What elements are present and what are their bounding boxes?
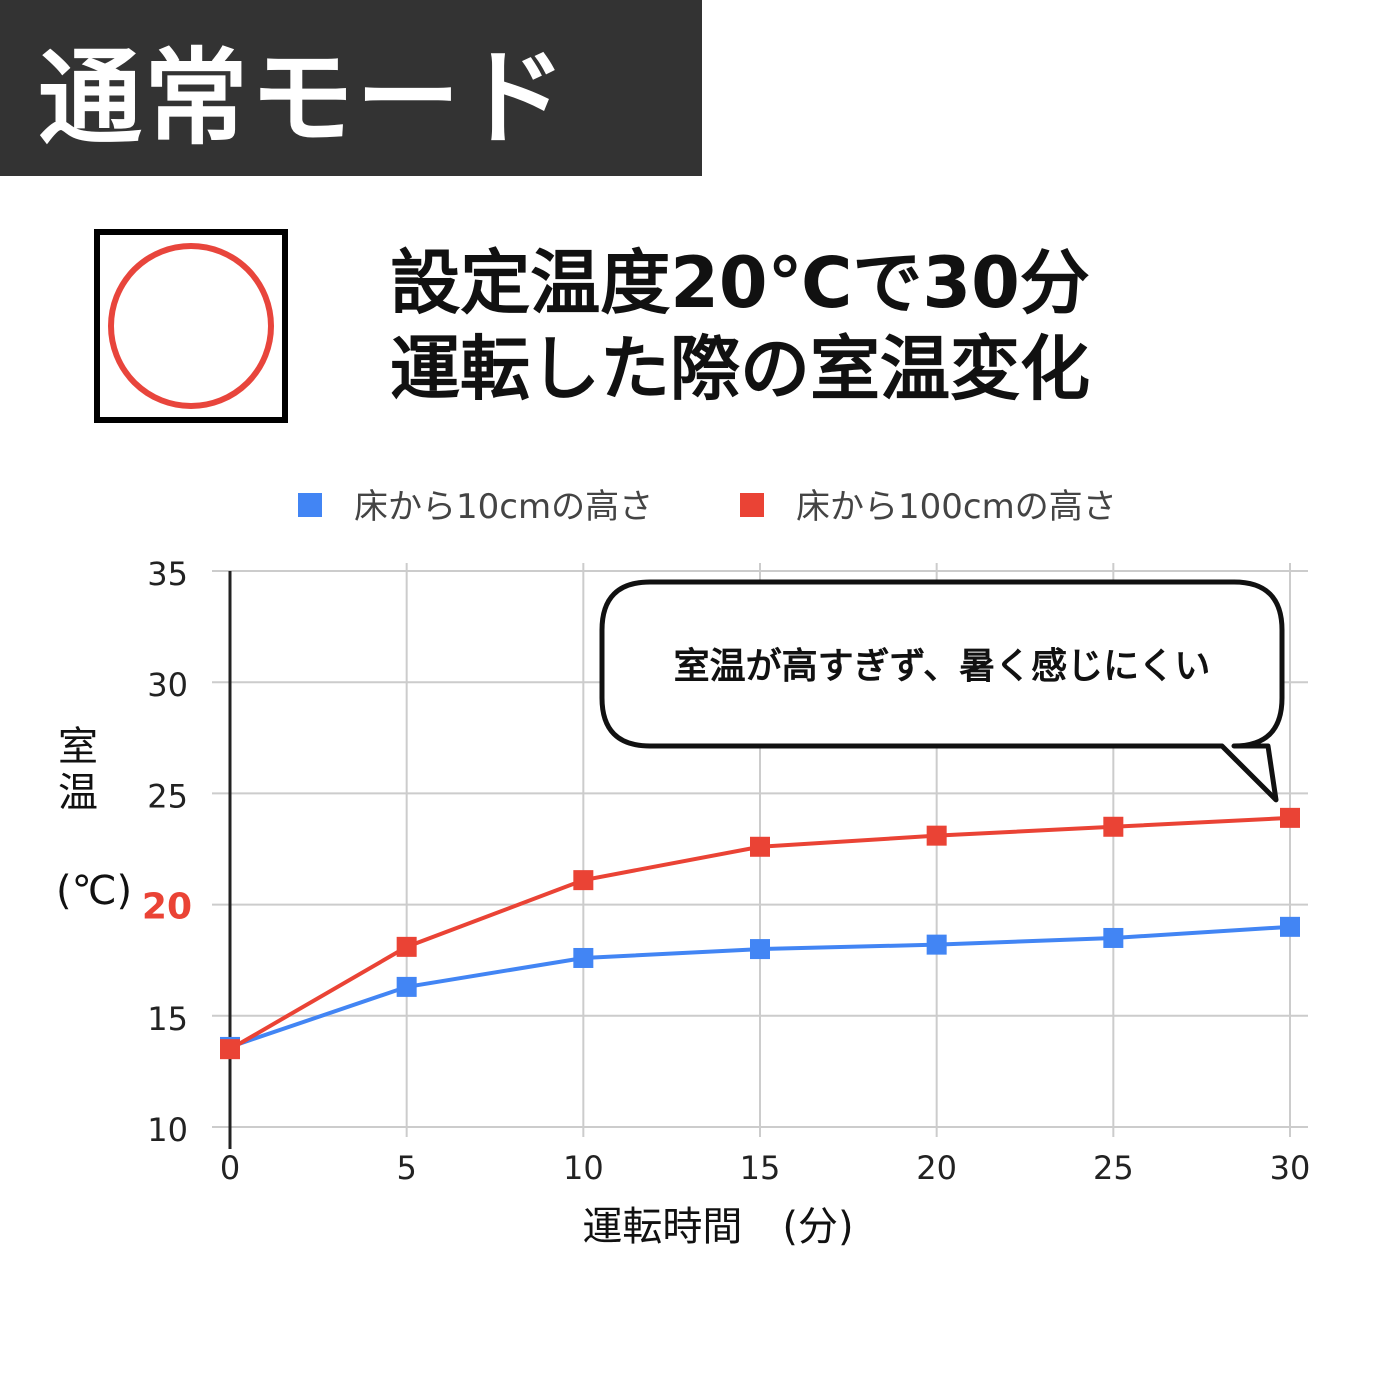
x-axis-label: 運転時間 (分) (582, 1204, 853, 1250)
legend-label: 床から100cmの高さ (796, 487, 1117, 527)
data-point-marker (1280, 916, 1300, 937)
legend-swatch (740, 493, 764, 517)
data-point-marker (926, 825, 947, 846)
data-point-marker (573, 870, 594, 891)
headline: 設定温度20℃で30分 運転した際の室温変化 (330, 240, 1150, 412)
y-tick-label: 20 (142, 887, 192, 928)
data-point-marker (1103, 927, 1124, 948)
data-point-marker (1280, 807, 1300, 828)
y-tick-label: 25 (147, 777, 188, 815)
y-tick-label: 15 (147, 1000, 188, 1038)
x-tick-label: 30 (1270, 1149, 1311, 1187)
y-axis-label-char: 室 (58, 724, 98, 770)
y-tick-label: 10 (147, 1111, 188, 1149)
evaluation-mark-box (94, 229, 288, 423)
mode-banner: 通常モード (0, 0, 702, 176)
x-tick-label: 15 (740, 1149, 781, 1187)
legend-label: 床から10cmの高さ (354, 487, 653, 527)
annotation-callout (599, 579, 1285, 803)
y-axis-label-text: 室温 (56, 724, 100, 816)
data-point-marker (573, 947, 594, 968)
x-tick-label: 20 (916, 1149, 957, 1187)
y-axis-label-char: 温 (58, 770, 98, 816)
x-tick-label: 0 (220, 1149, 240, 1187)
data-point-marker (1103, 816, 1124, 837)
legend-swatch (298, 493, 322, 517)
headline-line-1: 設定温度20℃で30分 (390, 242, 1090, 324)
x-tick-label: 5 (396, 1149, 416, 1187)
data-point-marker (750, 939, 770, 960)
x-tick-label: 10 (563, 1149, 604, 1187)
data-point-marker (750, 836, 770, 857)
x-tick-label: 25 (1093, 1149, 1134, 1187)
data-point-marker (396, 976, 417, 997)
circle-mark-icon (108, 243, 274, 409)
headline-line-2: 運転した際の室温変化 (390, 328, 1090, 410)
data-point-marker (220, 1039, 240, 1060)
annotation-text: 室温が高すぎず、暑く感じにくい (674, 646, 1211, 687)
y-tick-label: 35 (147, 555, 188, 593)
data-point-marker (396, 936, 417, 957)
data-point-marker (926, 934, 947, 955)
line-chart: 10 15 20 25 30 35 0 5 10 15 20 25 30 床から10cmの高さ 床から100… (142, 487, 1311, 1250)
y-tick-label: 30 (147, 666, 188, 704)
mode-label: 通常モード (38, 36, 569, 159)
